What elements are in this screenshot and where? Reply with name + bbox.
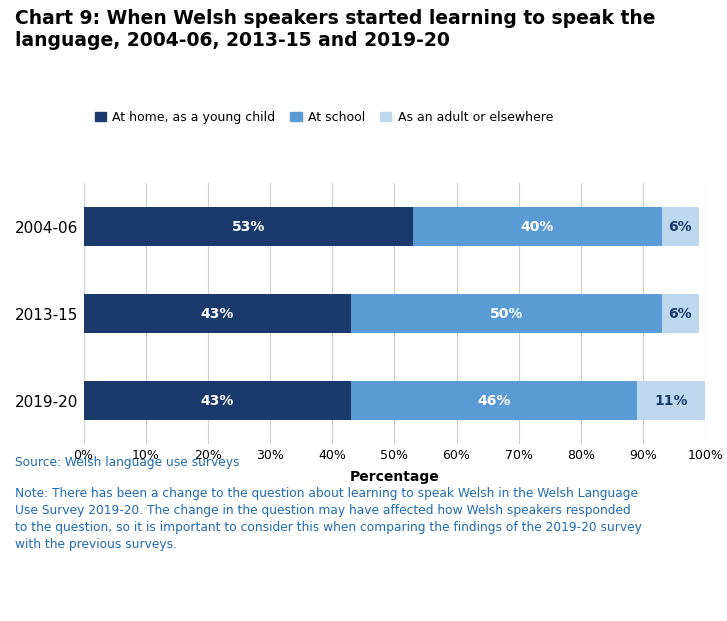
Text: 6%: 6% bbox=[669, 307, 692, 320]
Bar bbox=[351, 294, 662, 333]
Bar bbox=[84, 381, 351, 420]
Text: Source: Welsh language use surveys: Source: Welsh language use surveys bbox=[15, 456, 239, 469]
Bar bbox=[84, 294, 351, 333]
Text: 11%: 11% bbox=[654, 394, 688, 407]
Text: 40%: 40% bbox=[521, 220, 554, 233]
Bar bbox=[84, 207, 413, 247]
Legend: At home, as a young child, At school, As an adult or elsewhere: At home, as a young child, At school, As… bbox=[90, 106, 558, 129]
Text: 43%: 43% bbox=[201, 394, 234, 407]
Bar bbox=[351, 381, 637, 420]
Text: 6%: 6% bbox=[669, 220, 692, 233]
Text: Chart 9: When Welsh speakers started learning to speak the
language, 2004-06, 20: Chart 9: When Welsh speakers started lea… bbox=[15, 9, 655, 50]
Bar bbox=[637, 381, 705, 420]
Text: Note: There has been a change to the question about learning to speak Welsh in t: Note: There has been a change to the que… bbox=[15, 487, 641, 551]
Bar bbox=[413, 207, 662, 247]
Text: 43%: 43% bbox=[201, 307, 234, 320]
X-axis label: Percentage: Percentage bbox=[350, 470, 439, 484]
Bar bbox=[662, 294, 699, 333]
Text: 50%: 50% bbox=[489, 307, 523, 320]
Bar bbox=[662, 207, 699, 247]
Text: 53%: 53% bbox=[232, 220, 265, 233]
Text: 46%: 46% bbox=[477, 394, 510, 407]
